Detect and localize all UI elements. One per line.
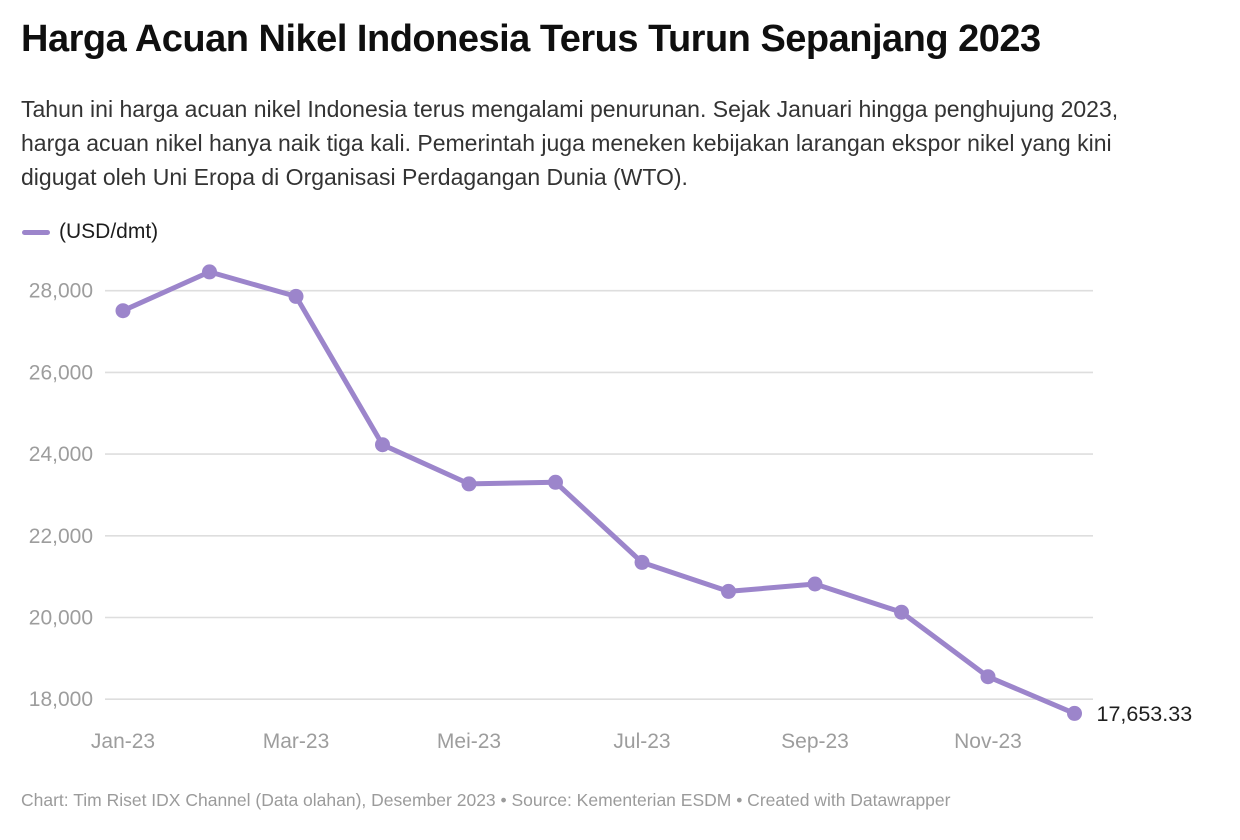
footer-credit: Chart: Tim Riset IDX Channel (Data olaha… [21, 790, 951, 810]
data-point [807, 576, 823, 592]
data-point [634, 554, 650, 570]
data-point [115, 303, 131, 319]
y-axis-tick-label: 24,000 [29, 443, 93, 466]
data-point [288, 288, 304, 304]
series-line [120, 269, 1077, 716]
x-axis-tick-label: Mei-23 [437, 730, 501, 753]
x-axis-tick-label: Nov-23 [954, 730, 1022, 753]
data-point [980, 669, 996, 685]
data-point [461, 476, 477, 492]
y-axis-tick-label: 22,000 [29, 525, 93, 548]
page-title: Harga Acuan Nikel Indonesia Terus Turun … [21, 18, 1041, 60]
y-axis-tick-label: 28,000 [29, 280, 93, 303]
chart-description: Tahun ini harga acuan nikel Indonesia te… [21, 96, 1119, 190]
y-axis-tick-label: 20,000 [29, 607, 93, 630]
x-axis-tick-label: Sep-23 [781, 730, 849, 753]
data-point [1067, 705, 1082, 721]
x-axis-tick-label: Mar-23 [263, 730, 330, 753]
legend-label: (USD/dmt) [59, 220, 159, 243]
y-axis-tick-label: 26,000 [29, 361, 93, 384]
y-axis-tick-label: 18,000 [29, 688, 93, 711]
data-point [375, 437, 390, 453]
x-axis-tick-label: Jan-23 [91, 730, 155, 753]
legend: (USD/dmt) [22, 220, 158, 244]
data-point [202, 264, 217, 280]
data-point [894, 604, 909, 620]
legend-line-swatch-icon [22, 229, 50, 235]
last-value-label: 17,653.33 [1097, 702, 1193, 726]
data-point [721, 583, 736, 599]
data-point [548, 474, 563, 490]
x-axis-tick-label: Jul-23 [613, 730, 670, 753]
